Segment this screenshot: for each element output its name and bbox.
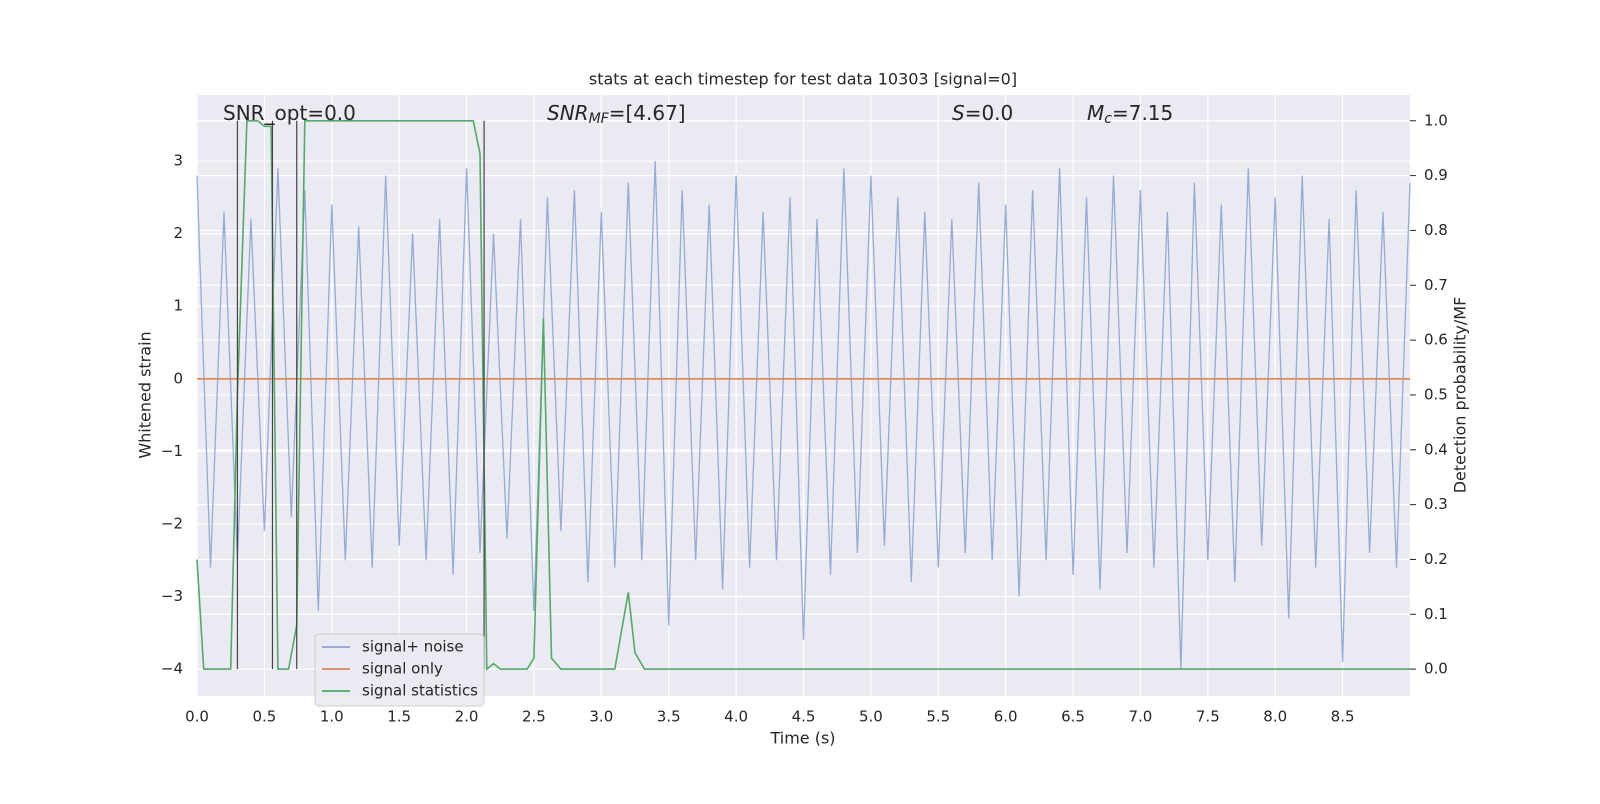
x-tick-label: 6.5 — [1061, 708, 1085, 726]
annotation-part: S — [952, 101, 965, 125]
y-tick-label: −2 — [161, 514, 183, 532]
legend-label: signal statistics — [362, 682, 478, 700]
annotation-part: SNR_opt=0.0 — [223, 101, 356, 125]
y2-tick-label: 0.3 — [1424, 495, 1448, 513]
y2-tick-label: 0.7 — [1424, 276, 1448, 294]
x-tick-label: 1.0 — [320, 708, 344, 726]
x-axis-label: Time (s) — [769, 729, 835, 748]
y2-tick-label: 0.2 — [1424, 550, 1448, 568]
y2-tick-label: 0.5 — [1424, 385, 1448, 403]
y2-tick-label: 0.4 — [1424, 440, 1448, 458]
annotation-part: =7.15 — [1112, 101, 1173, 125]
x-tick-label: 4.5 — [792, 708, 816, 726]
annotation: S=0.0 — [952, 101, 1013, 125]
x-tick-label: 2.0 — [455, 708, 479, 726]
x-tick-label: 2.5 — [522, 708, 546, 726]
y2-tick-label: 0.8 — [1424, 221, 1448, 239]
labels: 0.0 0.5 1.0 1.5 2.0 2.5 3.0 3.5 4.0 4.5 5.0 5.5 6.0 6… — [161, 101, 1448, 726]
x-tick-label: 5.5 — [926, 708, 950, 726]
y2-tick-label: 0.9 — [1424, 166, 1448, 184]
y-tick-label: 3 — [173, 152, 183, 170]
annotation-part: c — [1104, 111, 1112, 127]
y-tick-label: −3 — [161, 587, 183, 605]
x-tick-label: 5.0 — [859, 708, 883, 726]
series-line — [196, 161, 1411, 670]
x-tick-label: 8.0 — [1263, 708, 1287, 726]
x-tick-label: 0.0 — [185, 708, 209, 726]
y-tick-label: 0 — [173, 369, 183, 387]
annotation-part: =[4.67] — [609, 101, 686, 125]
annotation: Mc=7.15 — [1087, 101, 1173, 128]
y2-axis-label: Detection probability/MF — [1451, 297, 1470, 494]
annotation-part: SNR — [547, 101, 589, 125]
annotation-part: =0.0 — [965, 101, 1014, 125]
y2-tick-label: 0.0 — [1424, 660, 1448, 678]
x-tick-label: 0.5 — [252, 708, 276, 726]
annotation: SNRMF=[4.67] — [547, 101, 686, 128]
y2-tick-label: 1.0 — [1424, 111, 1448, 129]
y2-tick-label: 0.6 — [1424, 331, 1448, 349]
marks — [196, 120, 1411, 671]
annotation-part: MF — [589, 111, 610, 127]
y-tick-label: −1 — [161, 442, 183, 460]
x-tick-label: 6.0 — [994, 708, 1018, 726]
x-tick-label: 1.5 — [387, 708, 411, 726]
x-tick-label: 8.5 — [1331, 708, 1355, 726]
x-tick-label: 4.0 — [724, 708, 748, 726]
x-tick-label: 3.5 — [657, 708, 681, 726]
y2-tick-label: 0.1 — [1424, 605, 1448, 623]
annotation-part: M — [1087, 101, 1104, 125]
y-tick-label: −4 — [161, 660, 183, 678]
x-tick-label: 7.0 — [1129, 708, 1153, 726]
series-line — [196, 120, 1410, 671]
annotation: SNR_opt=0.0 — [223, 101, 356, 125]
y-tick-label: 2 — [173, 224, 183, 242]
legend-box — [314, 633, 485, 707]
chart-title: stats at each timestep for test data 103… — [589, 70, 1017, 89]
y-tick-label: 1 — [173, 297, 183, 315]
x-tick-label: 3.0 — [589, 708, 613, 726]
y-axis-label: Whitened strain — [136, 331, 155, 458]
legend-label: signal only — [362, 660, 443, 678]
legend-label: signal+ noise — [362, 638, 464, 656]
x-tick-label: 7.5 — [1196, 708, 1220, 726]
